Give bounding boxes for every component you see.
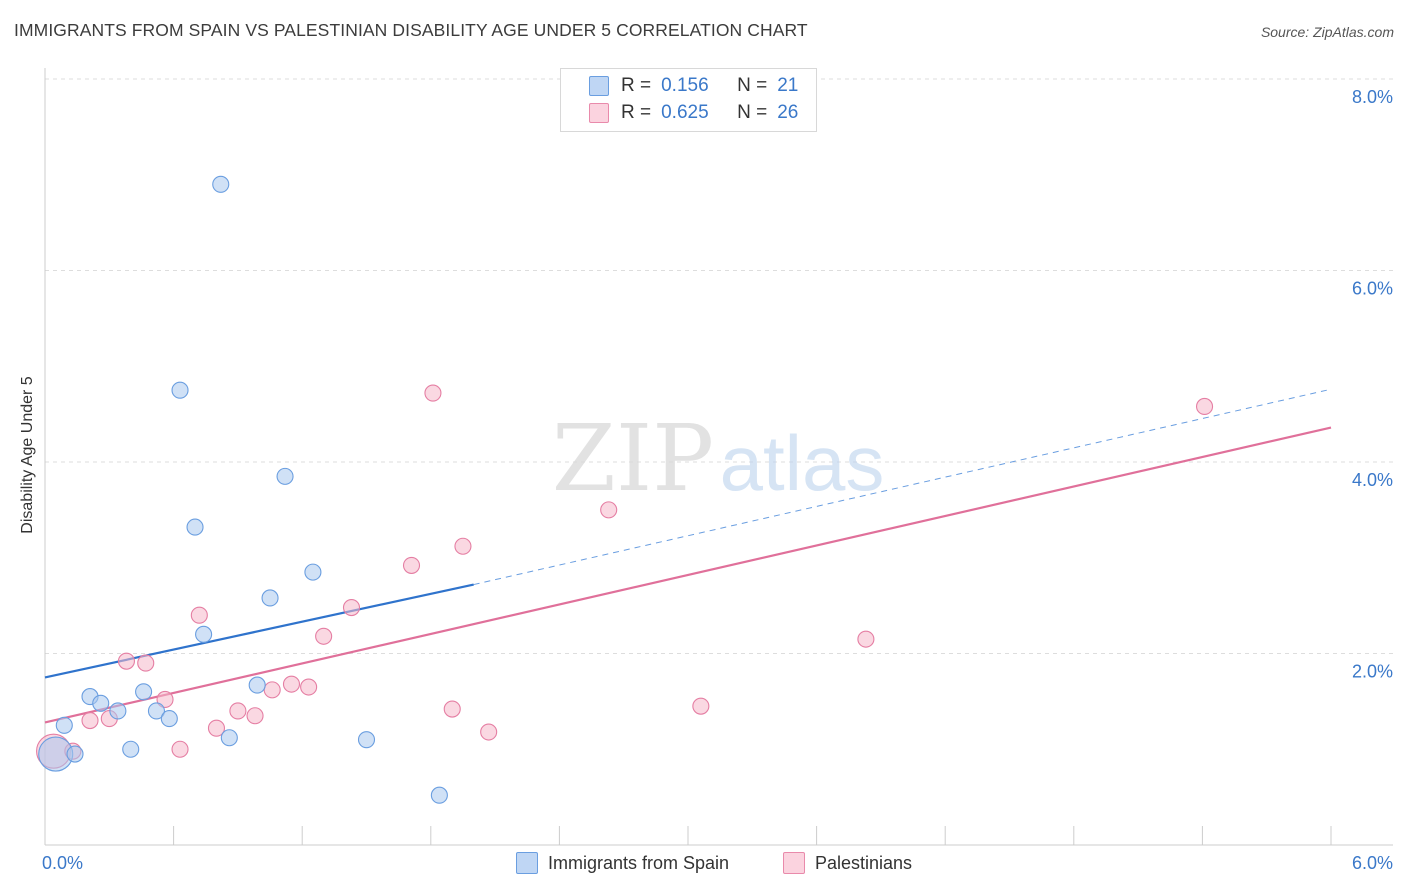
data-point-spain: [304, 563, 322, 581]
r-label: R =: [621, 102, 652, 123]
data-point-palestinians: [857, 630, 875, 648]
trend-lines: [44, 388, 1332, 724]
data-point-spain: [430, 786, 448, 804]
r-label: R =: [621, 75, 652, 96]
x-tick-label: 6.0%: [1352, 853, 1393, 873]
legend-swatch-palestinians: [783, 852, 805, 874]
watermark-zip: ZIP: [552, 405, 714, 512]
data-point-palestinians: [207, 719, 226, 737]
data-point-palestinians: [443, 700, 461, 718]
data-point-spain: [92, 694, 110, 712]
data-point-spain: [212, 175, 230, 193]
legend-label-palestinians: Palestinians: [815, 852, 913, 873]
data-point-spain: [109, 702, 127, 720]
stats-legend: R = 0.156 N = 21 R = 0.625 N = 26: [560, 68, 817, 132]
data-point-spain: [248, 676, 266, 694]
data-point-spain: [55, 716, 73, 734]
data-point-spain: [220, 729, 238, 747]
r-value: 0.625: [661, 102, 709, 123]
chart-title: IMMIGRANTS FROM SPAIN VS PALESTINIAN DIS…: [14, 20, 808, 40]
legend-swatch-spain: [589, 76, 609, 96]
data-points: [36, 175, 1214, 804]
data-point-spain: [195, 625, 213, 643]
n-label: N =: [737, 102, 768, 123]
data-point-spain: [160, 710, 178, 728]
data-point-palestinians: [117, 652, 135, 670]
tick-labels: 2.0% 4.0% 6.0% 8.0% 0.0% 6.0%: [42, 87, 1393, 873]
data-point-palestinians: [402, 556, 421, 574]
legend-item-palestinians: Palestinians: [783, 852, 912, 874]
legend-label-spain: Immigrants from Spain: [548, 852, 730, 873]
data-point-spain: [122, 740, 140, 758]
trend-line-spain-projection: [473, 388, 1332, 586]
data-point-palestinians: [190, 606, 208, 624]
data-point-palestinians: [300, 678, 318, 696]
data-point-spain: [357, 731, 376, 749]
data-point-palestinians: [692, 697, 710, 715]
data-point-palestinians: [600, 501, 618, 519]
y-tick-label: 8.0%: [1352, 87, 1393, 107]
series-legend: Immigrants from Spain Palestinians: [0, 848, 1406, 878]
data-point-palestinians: [137, 654, 155, 672]
watermark: ZIP atlas: [552, 405, 884, 512]
y-tick-label: 6.0%: [1352, 279, 1393, 299]
data-point-palestinians: [229, 702, 247, 720]
n-value: 26: [777, 102, 799, 123]
data-point-spain: [186, 518, 204, 536]
legend-swatch-palestinians: [589, 103, 609, 123]
data-point-palestinians: [282, 675, 301, 693]
n-label: N =: [737, 75, 768, 96]
legend-item-spain: Immigrants from Spain: [516, 852, 729, 874]
y-tick-label: 4.0%: [1352, 470, 1393, 490]
data-point-palestinians: [342, 598, 361, 617]
data-point-palestinians: [171, 740, 189, 758]
trend-line-spain: [44, 583, 474, 679]
legend-row-palestinians: R = 0.625 N = 26: [589, 100, 798, 126]
trend-line-palestinians: [44, 426, 1332, 724]
x-tick-label: 0.0%: [42, 853, 83, 873]
data-point-spain: [135, 683, 153, 701]
data-point-palestinians: [81, 711, 99, 730]
data-point-palestinians: [315, 627, 333, 645]
data-point-palestinians: [480, 723, 498, 741]
data-point-spain: [261, 589, 279, 607]
legend-row-spain: R = 0.156 N = 21: [589, 73, 798, 99]
data-point-palestinians: [454, 537, 472, 555]
n-value: 21: [777, 75, 799, 96]
data-point-palestinians: [1195, 397, 1214, 416]
axes: [44, 68, 1393, 846]
legend-swatch-spain: [516, 852, 538, 874]
data-point-spain: [66, 745, 84, 763]
watermark-atlas: atlas: [720, 419, 885, 507]
data-point-palestinians: [156, 690, 174, 709]
data-point-palestinians: [246, 707, 264, 725]
data-point-palestinians: [424, 384, 442, 402]
data-point-spain: [147, 702, 166, 720]
data-point-spain: [171, 381, 189, 399]
y-tick-label: 2.0%: [1352, 662, 1393, 682]
source-label: Source: ZipAtlas.com: [1260, 24, 1394, 40]
data-point-spain: [276, 467, 294, 485]
r-value: 0.156: [661, 75, 709, 96]
data-point-palestinians: [263, 681, 281, 699]
